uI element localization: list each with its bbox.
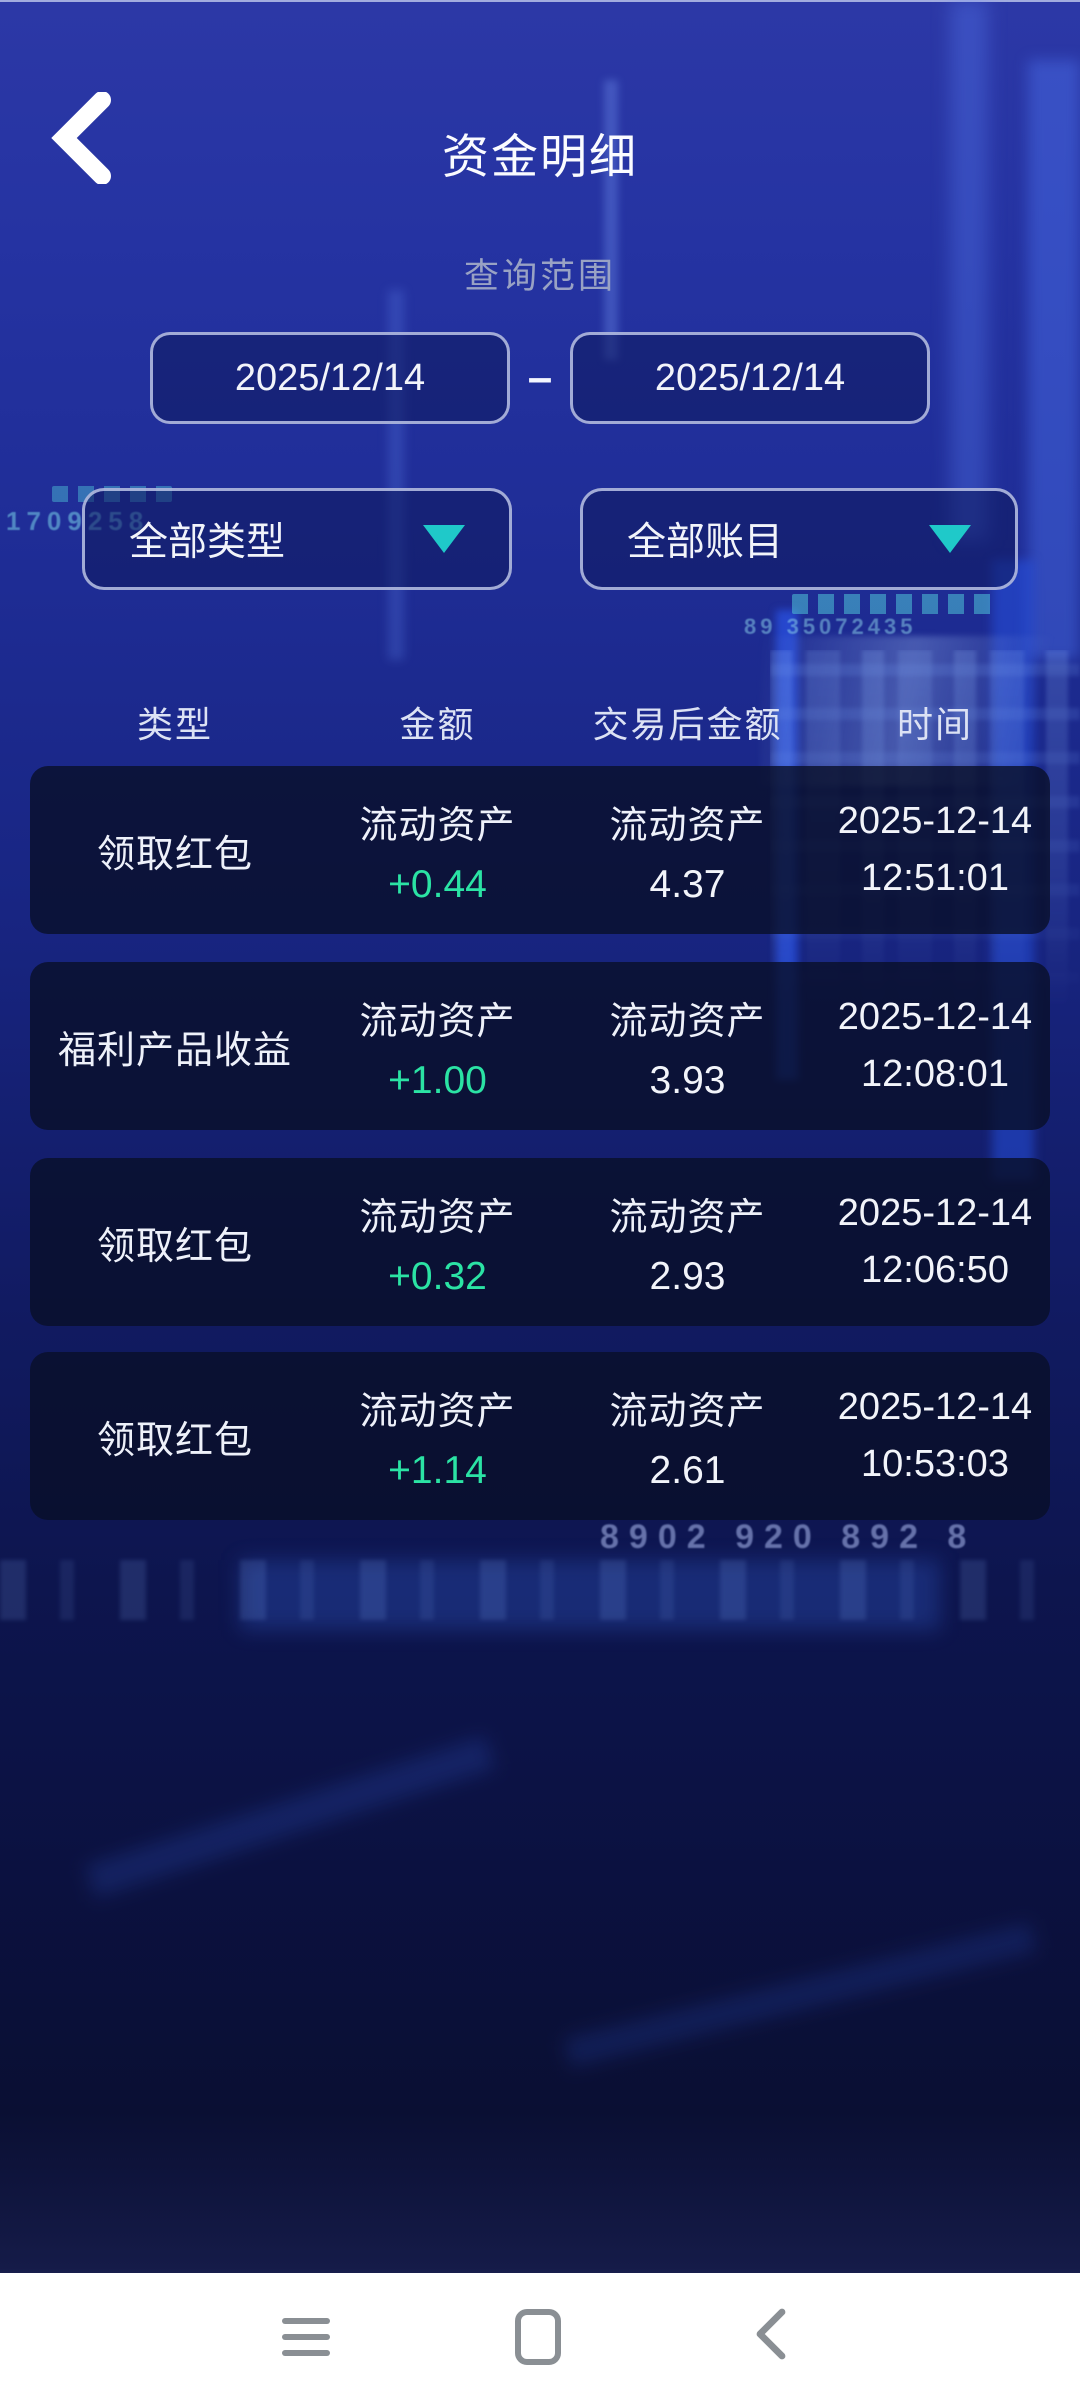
col-header-type: 类型: [136, 704, 213, 745]
recents-icon: [282, 2317, 330, 2356]
back-button[interactable]: [36, 90, 126, 189]
bg-streak: [85, 1735, 495, 1899]
row-amount: +0.32: [388, 1254, 487, 1298]
row-after-amount: 2.93: [649, 1254, 726, 1298]
chevron-down-icon: [929, 525, 971, 553]
nav-back-button[interactable]: [710, 2273, 830, 2400]
table-row[interactable]: 领取红包 流动资产 +1.14 流动资产 2.61 2025-12-14 10:53:…: [30, 1352, 1050, 1520]
bg-dot-row: [792, 594, 1000, 614]
row-after-asset: 流动资产: [609, 1000, 766, 1043]
row-date: 2025-12-14: [837, 1386, 1033, 1428]
row-type: 领取红包: [96, 1225, 253, 1268]
row-after-amount: 4.37: [649, 862, 726, 906]
row-asset: 流动资产: [359, 804, 516, 847]
row-date: 2025-12-14: [837, 800, 1033, 842]
row-time: 12:51:01: [861, 857, 1009, 899]
row-type: 领取红包: [96, 833, 253, 876]
row-asset: 流动资产: [359, 1196, 516, 1239]
row-asset: 流动资产: [359, 1390, 516, 1433]
row-after-amount: 3.93: [649, 1058, 726, 1102]
row-amount: +1.14: [388, 1448, 487, 1492]
chevron-down-icon: [423, 525, 465, 553]
nav-recents-button[interactable]: [246, 2273, 366, 2400]
date-from-value: 2025/12/14: [234, 356, 426, 399]
table-header: 类型 金额 交易后金额 时间: [30, 694, 1050, 750]
row-after-asset: 流动资产: [609, 1196, 766, 1239]
row-date: 2025-12-14: [837, 1192, 1033, 1234]
row-type: 领取红包: [96, 1419, 253, 1462]
back-icon: [750, 2306, 790, 2367]
date-to-value: 2025/12/14: [654, 356, 846, 399]
row-type: 福利产品收益: [57, 1029, 292, 1072]
date-range-separator: –: [527, 353, 553, 402]
page-title: 资金明细: [442, 130, 638, 183]
type-select-value: 全部类型: [129, 521, 286, 564]
row-after-asset: 流动资产: [609, 1390, 766, 1433]
date-to-input[interactable]: 2025/12/14: [570, 332, 930, 424]
section-divider: [0, 0, 1080, 2]
nav-home-button[interactable]: [478, 2273, 598, 2400]
row-date: 2025-12-14: [837, 996, 1033, 1038]
row-after-asset: 流动资产: [609, 804, 766, 847]
row-time: 12:08:01: [861, 1053, 1009, 1095]
home-icon: [515, 2308, 561, 2365]
row-amount: +0.44: [388, 862, 487, 906]
type-select[interactable]: 全部类型: [82, 488, 512, 590]
account-select[interactable]: 全部账目: [580, 488, 1018, 590]
bg-streak: [563, 1922, 1037, 2068]
bg-dash-band: [0, 1560, 1080, 1620]
row-time: 10:53:03: [861, 1443, 1009, 1485]
table-row[interactable]: 领取红包 流动资产 +0.32 流动资产 2.93 2025-12-14 12:06:…: [30, 1158, 1050, 1326]
row-asset: 流动资产: [359, 1000, 516, 1043]
table-row[interactable]: 福利产品收益 流动资产 +1.00 流动资产 3.93 2025-12-14 12:0…: [30, 962, 1050, 1130]
date-from-input[interactable]: 2025/12/14: [150, 332, 510, 424]
chevron-left-icon: [50, 90, 112, 189]
col-header-amount: 金额: [399, 704, 476, 745]
bg-digits: 89 35072435: [744, 614, 917, 639]
row-after-amount: 2.61: [649, 1448, 726, 1492]
row-amount: +1.00: [388, 1058, 487, 1102]
col-header-time: 时间: [896, 704, 973, 745]
table-row[interactable]: 领取红包 流动资产 +0.44 流动资产 4.37 2025-12-14 12:51:…: [30, 766, 1050, 934]
col-header-after: 交易后金额: [592, 704, 783, 745]
account-select-value: 全部账目: [627, 521, 784, 564]
row-time: 12:06:50: [861, 1249, 1009, 1291]
bg-digits: 8902 920 892 8: [600, 1518, 977, 1556]
system-nav-bar: [0, 2273, 1080, 2400]
bg-glow: [760, 636, 1080, 786]
query-range-label: 查询范围: [463, 257, 616, 296]
